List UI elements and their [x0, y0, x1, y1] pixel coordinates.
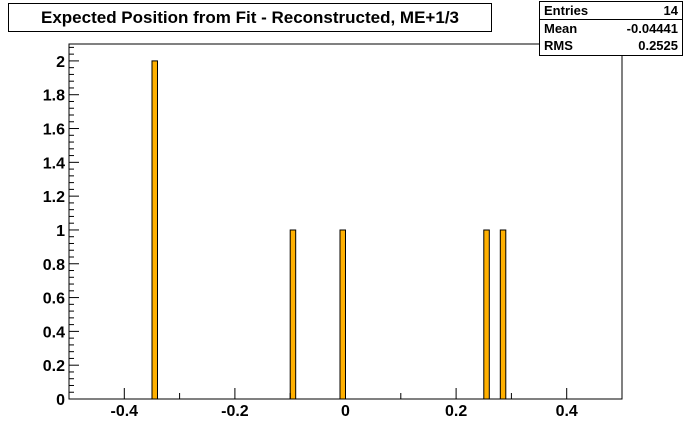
x-tick-label: -0.2	[221, 403, 249, 420]
y-tick-label: 1.2	[43, 189, 65, 206]
histogram-bar	[499, 229, 507, 400]
y-tick-label: 0.2	[43, 358, 65, 375]
stats-value-rms: 0.2525	[638, 38, 678, 53]
axes-group: 0 0.2 0.4 0.6 0.8 1 1.2 1.4 1.6 1.8 2 -0.4 -0.2 0 0.2 0…	[43, 46, 623, 420]
plot-title: Expected Position from Fit - Reconstruct…	[8, 3, 492, 32]
bars-group	[151, 60, 507, 400]
stats-row-rms: RMS 0.2525	[540, 37, 682, 54]
stats-value-mean: -0.04441	[626, 21, 678, 36]
stats-label-mean: Mean	[544, 21, 578, 36]
y-tick-label: 0.6	[43, 291, 65, 308]
y-tick-label: 1.6	[43, 122, 65, 139]
x-tick-label: 0.4	[556, 403, 578, 420]
histogram-bar	[483, 229, 490, 400]
y-tick-label: 1	[56, 223, 65, 240]
stats-row-entries: Entries 14	[540, 2, 682, 20]
y-tick-label: 1.8	[43, 88, 65, 105]
stats-label-entries: Entries	[544, 3, 589, 18]
stats-value-entries: 14	[663, 3, 678, 18]
histogram-bar	[289, 229, 297, 400]
y-tick-label: 2	[56, 54, 65, 71]
y-tick-label: 1.4	[43, 155, 65, 172]
stats-label-rms: RMS	[544, 38, 573, 53]
x-tick-label: -0.4	[111, 403, 139, 420]
x-tick-label: 0	[341, 403, 350, 420]
stats-box: Entries 14 Mean -0.04441 RMS 0.2525	[539, 1, 683, 56]
y-tick-label: 0	[56, 392, 65, 409]
y-tick-label: 0.8	[43, 257, 65, 274]
histogram-bar	[151, 60, 158, 400]
histogram-bar	[339, 229, 346, 400]
x-tick-label: 0.2	[445, 403, 467, 420]
y-tick-label: 0.4	[43, 324, 65, 341]
stats-row-mean: Mean -0.04441	[540, 20, 682, 37]
